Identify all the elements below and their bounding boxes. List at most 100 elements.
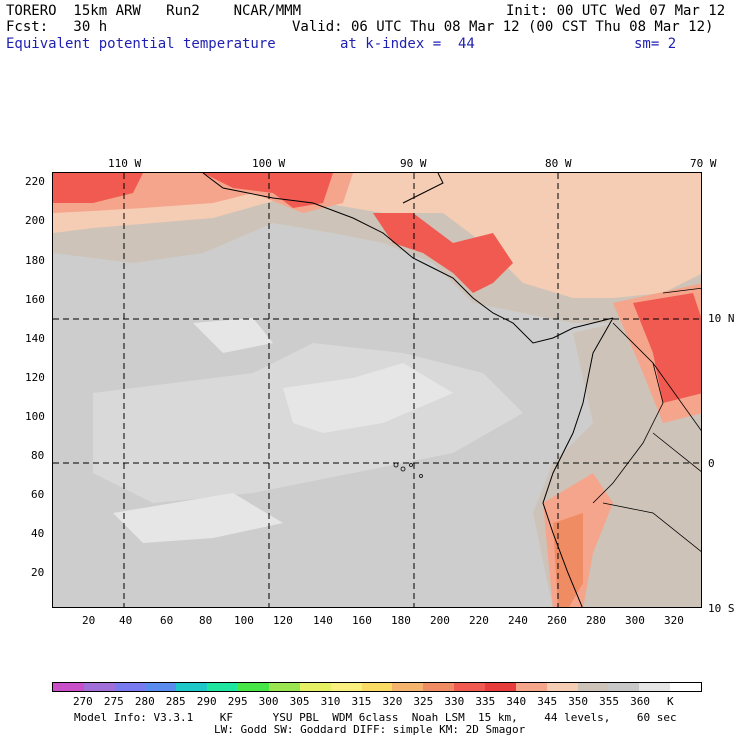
colorbar-swatch-3 [145, 683, 177, 691]
x-label-60: 60 [160, 614, 174, 627]
colorbar-swatch-2 [114, 683, 146, 691]
galapagos-island-3 [409, 463, 413, 467]
lon-label-110w: 110 W [108, 157, 142, 170]
header-valid-time: Valid: 06 UTC Thu 08 Mar 12 (00 CST Thu … [292, 19, 714, 35]
colorbar-swatch-19 [639, 683, 671, 691]
colorbar-label-350: 350 [568, 695, 589, 708]
galapagos-island-4 [419, 474, 423, 478]
colorbar-swatch-5 [207, 683, 239, 691]
field-level: at k-index = 44 [340, 36, 475, 52]
y-label-200: 200 [25, 214, 45, 227]
x-label-300: 300 [625, 614, 645, 627]
colorbar-label-355: 355 [599, 695, 620, 708]
colorbar-swatch-13 [454, 683, 486, 691]
lon-label-70w: 70 W [690, 157, 717, 170]
colorbar-label-310: 310 [320, 695, 341, 708]
colorbar-label-275: 275 [103, 695, 124, 708]
colorbar-swatch-1 [83, 683, 115, 691]
lon-label-100w: 100 W [252, 157, 286, 170]
colorbar-label-300: 300 [258, 695, 279, 708]
colorbar-label-330: 330 [444, 695, 465, 708]
field-name: Equivalent potential temperature [6, 36, 276, 52]
y-label-20: 20 [31, 566, 45, 579]
map-canvas [53, 173, 701, 607]
lon-label-90w: 90 W [400, 157, 427, 170]
x-label-40: 40 [119, 614, 133, 627]
x-label-80: 80 [199, 614, 213, 627]
x-label-100: 100 [234, 614, 254, 627]
y-label-40: 40 [31, 527, 45, 540]
y-label-140: 140 [25, 332, 45, 345]
x-label-280: 280 [586, 614, 606, 627]
y-label-220: 220 [25, 175, 45, 188]
orange-peru-coast [553, 513, 583, 607]
colorbar-label-315: 315 [351, 695, 372, 708]
colorbar-swatch-11 [392, 683, 424, 691]
colorbar-swatch-0 [53, 683, 84, 691]
colorbar-swatch-6 [238, 683, 270, 691]
colorbar-swatch-14 [485, 683, 516, 691]
colorbar-swatch-20 [670, 683, 702, 691]
colorbar-label-340: 340 [506, 695, 527, 708]
header-forecast-hour: Fcst: 30 h [6, 19, 108, 35]
hot-colombia [633, 293, 701, 403]
coastline-central-america [202, 173, 614, 344]
physics-info-line: LW: Godd SW: Goddard DIFF: simple KM: 2D… [214, 723, 526, 736]
lon-label-80w: 80 W [545, 157, 572, 170]
y-label-80: 80 [31, 449, 45, 462]
galapagos-island-2 [400, 466, 406, 472]
smoothing-label: sm= 2 [634, 36, 677, 52]
colorbar-label-k: K [667, 695, 674, 708]
colorbar-label-320: 320 [382, 695, 403, 708]
y-label-160: 160 [25, 293, 45, 306]
colorbar-label-345: 345 [537, 695, 558, 708]
theta-e-map [52, 172, 702, 608]
colorbar-swatch-18 [608, 683, 640, 691]
border-colombia [652, 362, 701, 431]
colorbar-swatch-9 [330, 683, 362, 691]
x-label-180: 180 [391, 614, 411, 627]
lat-label-10n: 10 N [708, 312, 735, 325]
white-patch-north [193, 318, 273, 353]
y-label-180: 180 [25, 254, 45, 267]
x-label-120: 120 [273, 614, 293, 627]
colorbar-swatch-4 [176, 683, 208, 691]
x-label-140: 140 [313, 614, 333, 627]
colorbar-swatch-15 [515, 683, 547, 691]
x-label-240: 240 [508, 614, 528, 627]
border-peru-brazil [652, 432, 701, 472]
hot-coast-west [53, 173, 143, 203]
peach-band-north [53, 173, 701, 298]
colorbar-swatch-7 [269, 683, 300, 691]
hot-central-america [373, 213, 513, 293]
white-patch-south [113, 493, 283, 543]
y-label-60: 60 [31, 488, 45, 501]
coastline-south-america [542, 317, 614, 607]
x-label-320: 320 [664, 614, 684, 627]
colorbar-label-305: 305 [289, 695, 310, 708]
colorbar-label-295: 295 [227, 695, 248, 708]
colorbar-label-335: 335 [475, 695, 496, 708]
header-init-time: Init: 00 UTC Wed 07 Mar 12 [506, 3, 726, 19]
colorbar [52, 682, 702, 692]
x-label-220: 220 [469, 614, 489, 627]
colorbar-swatch-17 [577, 683, 609, 691]
x-label-260: 260 [547, 614, 567, 627]
coastline-yucatan [402, 173, 444, 204]
colorbar-label-270: 270 [72, 695, 93, 708]
hot-coast-mexico [203, 173, 333, 208]
lat-label-0: 0 [708, 457, 715, 470]
lat-label-10s: 10 S [708, 602, 735, 615]
y-label-120: 120 [25, 371, 45, 384]
colorbar-swatch-16 [546, 683, 578, 691]
header-title: TORERO 15km ARW Run2 NCAR/MMM [6, 3, 302, 19]
border-ecuador-peru [592, 322, 664, 504]
x-label-20: 20 [82, 614, 96, 627]
coastline-caribbean [662, 287, 701, 294]
colorbar-swatch-12 [423, 683, 455, 691]
colorbar-swatch-10 [361, 683, 393, 691]
colorbar-label-280: 280 [134, 695, 155, 708]
white-patch-central [283, 363, 453, 433]
colorbar-label-285: 285 [165, 695, 186, 708]
colorbar-label-325: 325 [413, 695, 434, 708]
